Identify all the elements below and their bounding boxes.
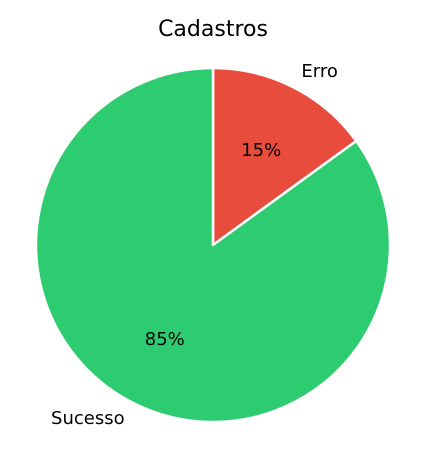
pct-label-sucesso: 85% [145,329,185,350]
pct-label-erro: 15% [241,140,281,161]
slice-label-erro: Erro [301,61,337,82]
pie-labels: Erro 15% Sucesso 85% [51,61,338,429]
pie-slices [34,66,392,424]
chart-title: Cadastros [158,17,268,42]
pie-slice-sucesso [34,66,392,424]
slice-label-sucesso: Sucesso [51,408,125,429]
pie-slice-erro [211,66,358,247]
